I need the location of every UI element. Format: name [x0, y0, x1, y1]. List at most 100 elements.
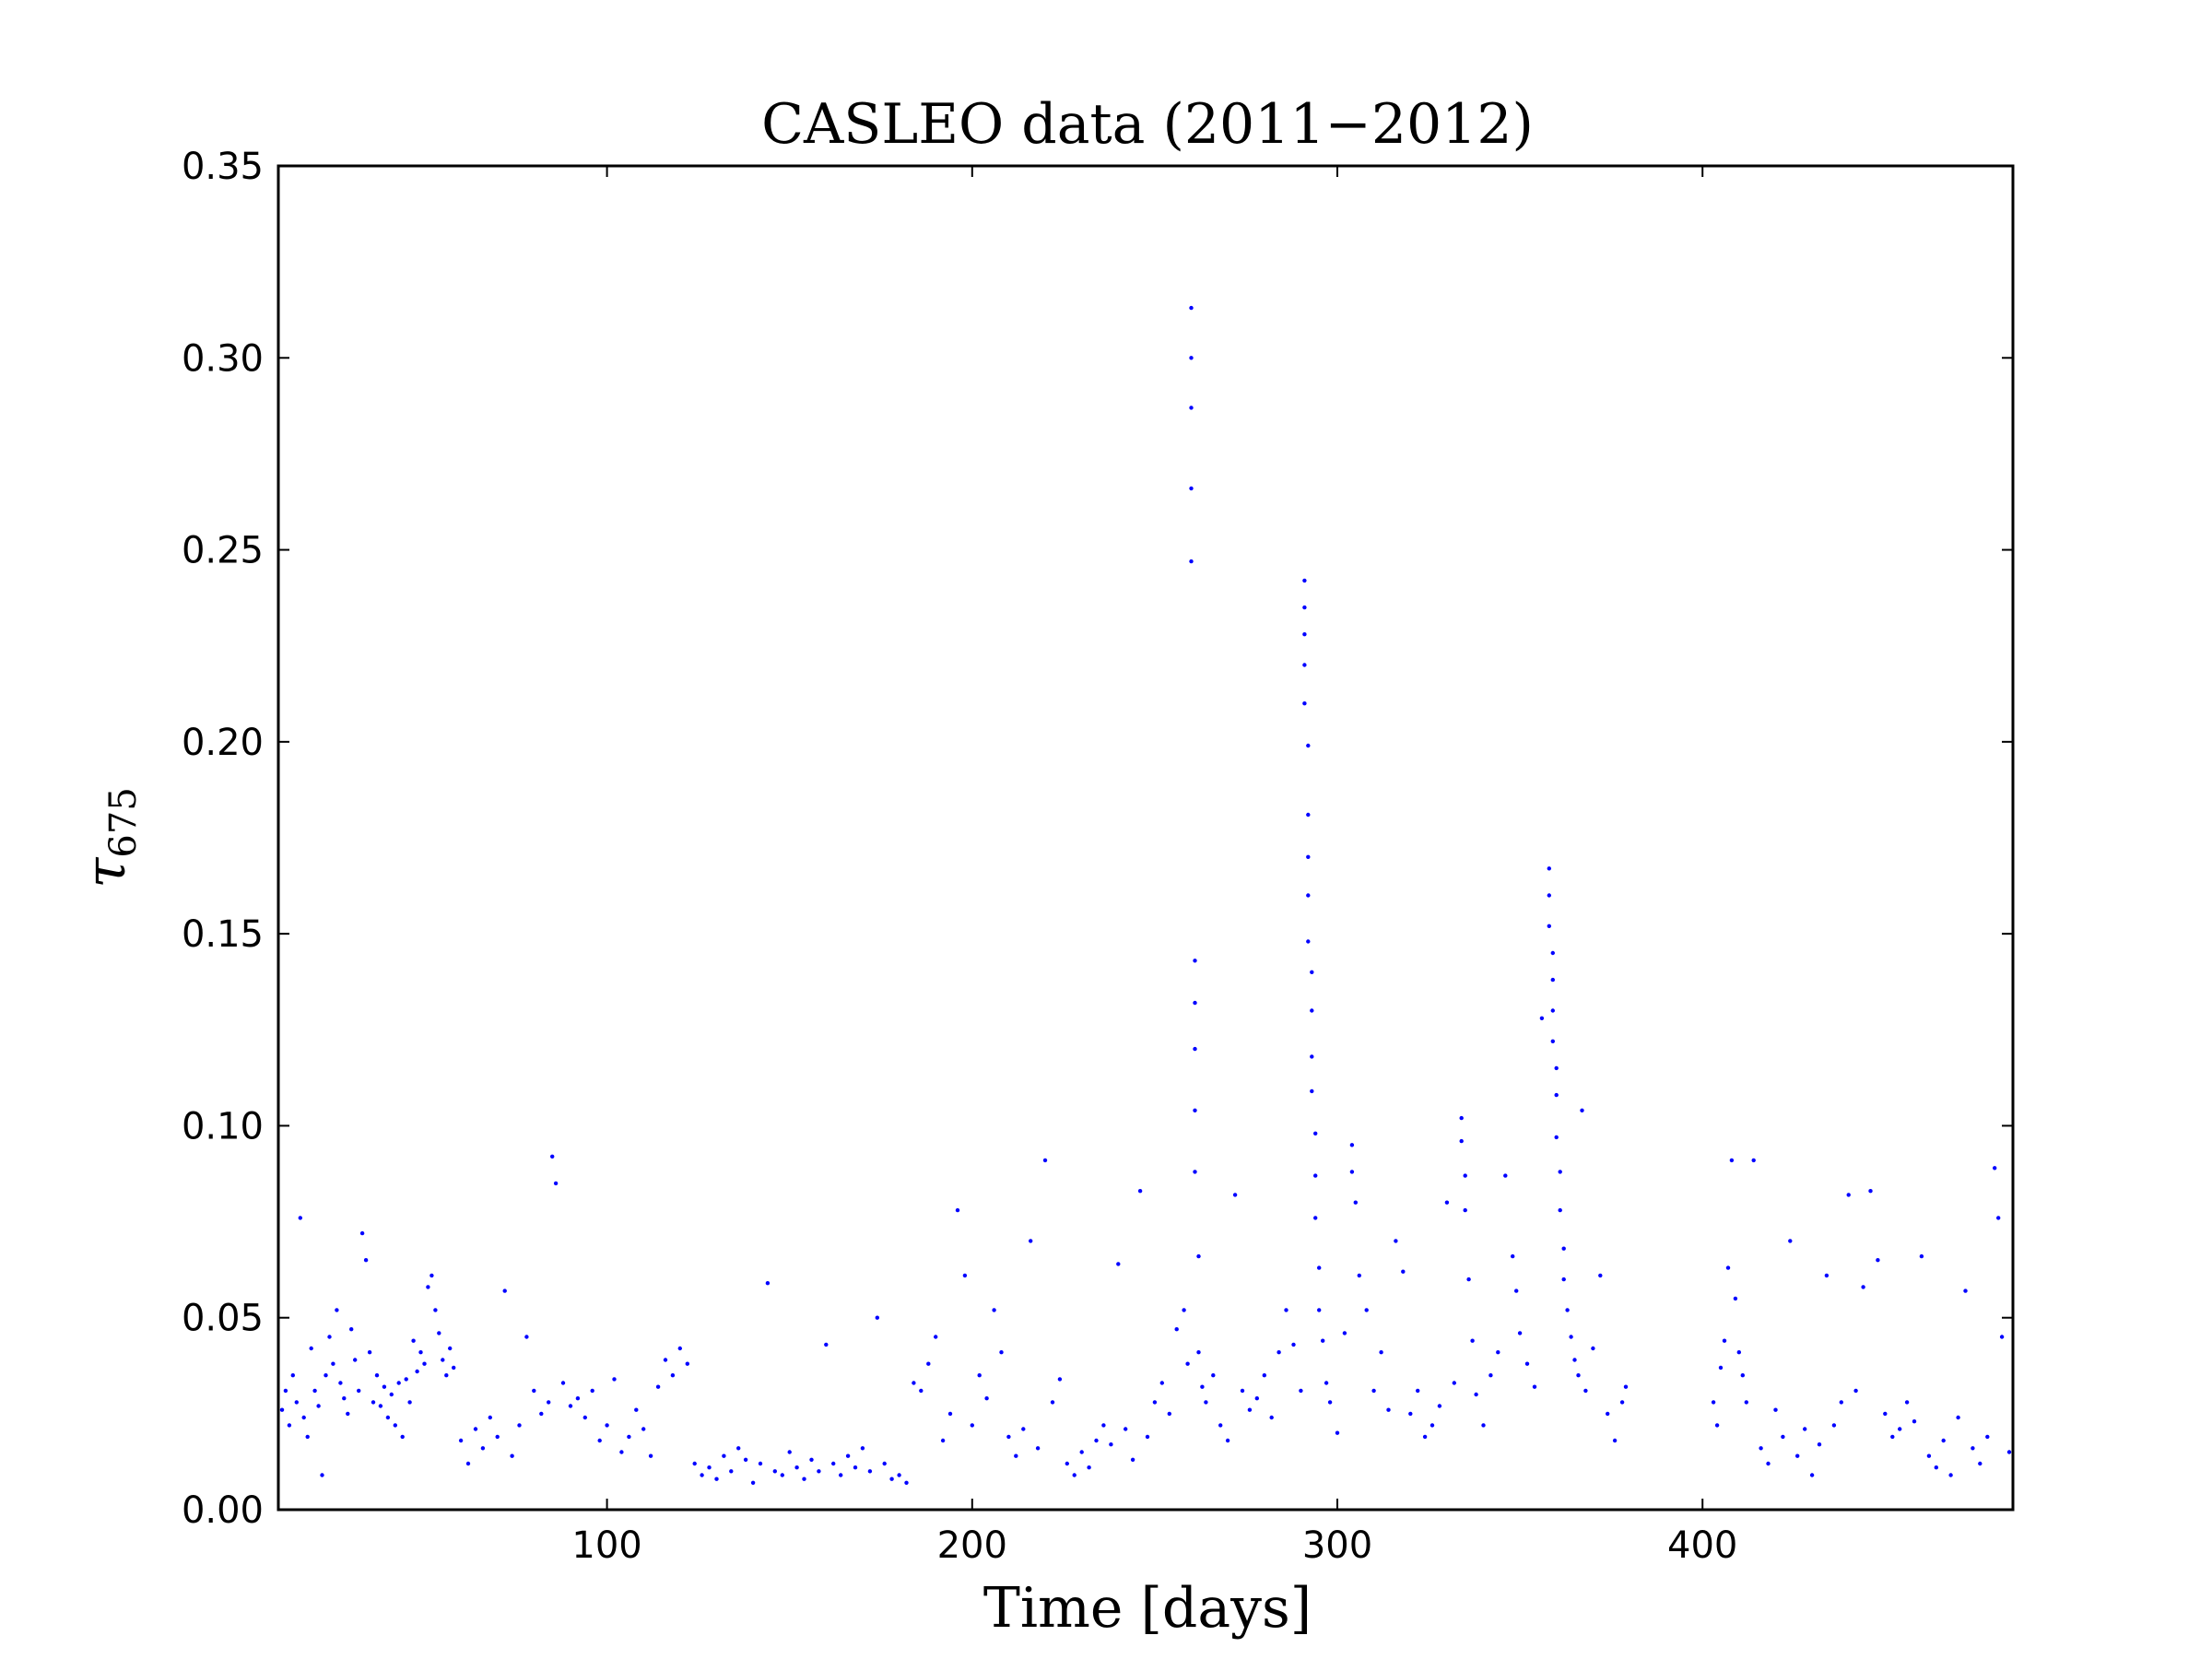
data-point — [1313, 1173, 1318, 1178]
data-point — [1463, 1173, 1467, 1178]
data-point — [1481, 1423, 1486, 1428]
data-point — [294, 1400, 299, 1405]
data-point — [1401, 1269, 1406, 1274]
data-point — [824, 1342, 829, 1347]
data-point — [1042, 1158, 1048, 1163]
data-point — [1189, 305, 1194, 311]
data-point — [875, 1315, 879, 1320]
data-point — [860, 1446, 865, 1451]
data-point — [305, 1434, 310, 1440]
data-point — [955, 1207, 960, 1213]
data-point — [1824, 1273, 1830, 1278]
data-point — [1116, 1262, 1121, 1266]
data-point — [1324, 1381, 1329, 1385]
data-point — [839, 1473, 843, 1477]
data-point — [1189, 486, 1194, 491]
data-point — [338, 1381, 343, 1385]
data-point — [1349, 1170, 1355, 1174]
data-point — [1496, 1350, 1500, 1355]
x-tick-label: 100 — [571, 1524, 641, 1567]
data-point — [1729, 1158, 1735, 1163]
y-axis-label-symbol: τ — [74, 857, 138, 888]
data-point — [802, 1477, 806, 1481]
data-point — [1014, 1453, 1018, 1458]
data-point — [433, 1308, 438, 1312]
data-point — [1109, 1442, 1113, 1447]
data-point — [1904, 1400, 1910, 1405]
data-point — [919, 1388, 924, 1394]
data-point — [750, 1480, 756, 1486]
data-point — [1302, 701, 1307, 706]
data-point — [1550, 950, 1556, 956]
data-point — [612, 1377, 617, 1382]
data-point — [1883, 1411, 1888, 1417]
data-point — [568, 1404, 573, 1408]
data-point — [984, 1396, 989, 1401]
data-point — [1606, 1411, 1610, 1417]
data-point — [794, 1465, 799, 1470]
data-point — [634, 1407, 639, 1412]
data-point — [648, 1453, 653, 1458]
data-point — [582, 1415, 587, 1420]
data-point — [1547, 866, 1552, 871]
data-point — [312, 1388, 317, 1394]
data-point — [393, 1423, 397, 1428]
data-point — [385, 1415, 391, 1420]
data-point — [1321, 1338, 1325, 1343]
data-point — [897, 1473, 901, 1477]
y-tick-label: 0.25 — [182, 530, 264, 572]
chart-title: CASLEO data (2011−2012) — [761, 92, 1534, 157]
data-point — [889, 1477, 894, 1481]
data-point — [1185, 1361, 1190, 1366]
data-point — [1993, 1166, 1997, 1171]
data-point — [655, 1384, 661, 1389]
data-point — [539, 1411, 544, 1417]
data-point — [940, 1438, 946, 1443]
data-point — [970, 1423, 975, 1428]
data-point — [1861, 1285, 1865, 1289]
data-point — [441, 1358, 445, 1362]
data-point — [1831, 1423, 1837, 1428]
data-point — [1511, 1253, 1515, 1259]
data-point — [1868, 1189, 1873, 1194]
data-point — [670, 1373, 676, 1378]
x-axis-ticks: 100 200 300 400 — [571, 166, 1737, 1567]
data-point — [882, 1461, 887, 1466]
data-point — [367, 1350, 372, 1355]
data-point — [1204, 1400, 1208, 1405]
data-point — [389, 1392, 394, 1397]
data-point — [1466, 1277, 1471, 1282]
data-point — [1167, 1411, 1172, 1417]
data-point — [374, 1373, 380, 1378]
data-point — [1306, 743, 1311, 748]
data-point — [685, 1361, 689, 1366]
data-point — [1310, 1088, 1314, 1094]
data-point — [992, 1308, 996, 1312]
data-point — [1474, 1392, 1478, 1397]
data-point — [1948, 1473, 1953, 1477]
data-point — [1576, 1373, 1581, 1378]
data-point — [1371, 1388, 1376, 1394]
data-point — [1174, 1327, 1179, 1332]
data-point — [714, 1477, 719, 1481]
data-point — [1416, 1388, 1420, 1394]
data-point — [1306, 812, 1311, 818]
data-point — [324, 1373, 328, 1378]
data-point — [605, 1423, 609, 1428]
data-point — [560, 1381, 566, 1385]
data-point — [1554, 1092, 1559, 1098]
data-point — [407, 1400, 412, 1405]
data-point — [1313, 1216, 1318, 1220]
data-point — [575, 1396, 581, 1401]
data-point — [765, 1281, 771, 1286]
data-point — [1072, 1473, 1077, 1477]
data-point — [1225, 1438, 1230, 1443]
data-point — [458, 1438, 464, 1443]
data-point — [1317, 1265, 1322, 1270]
data-point — [1211, 1373, 1216, 1378]
data-point — [1740, 1373, 1746, 1378]
data-point — [429, 1273, 434, 1278]
data-point — [1284, 1308, 1288, 1312]
data-point — [342, 1396, 347, 1401]
